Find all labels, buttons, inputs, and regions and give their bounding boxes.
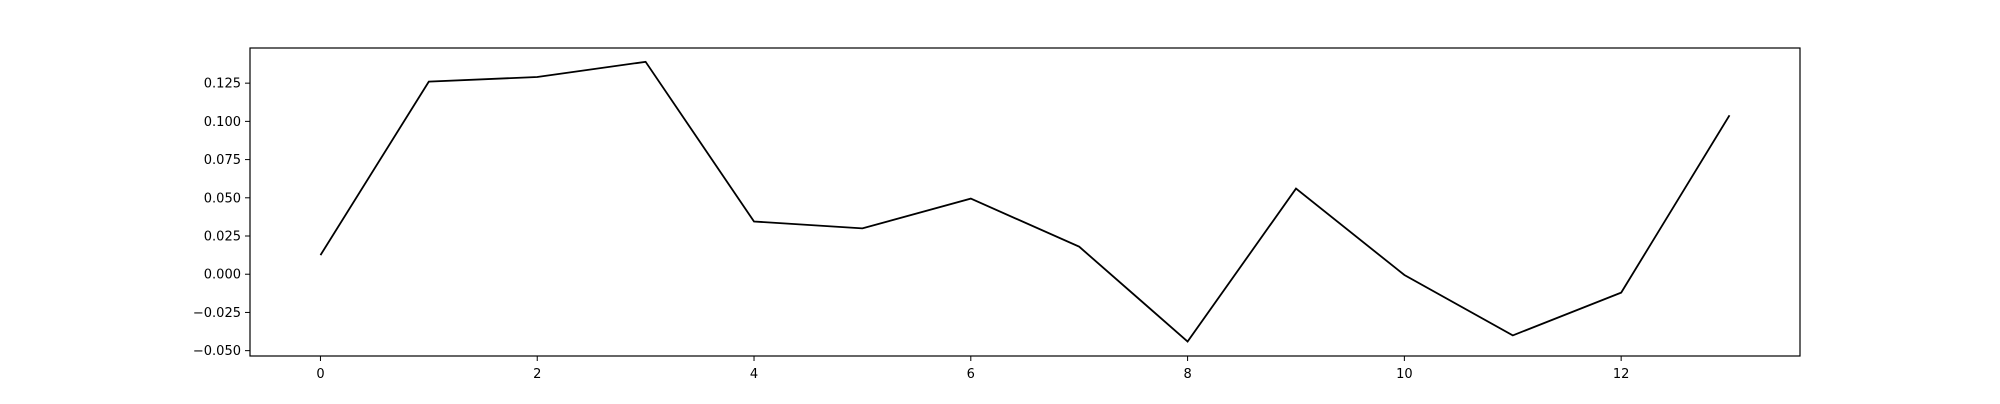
plot-area <box>250 48 1800 356</box>
y-tick-label: 0.125 <box>204 77 241 92</box>
x-tick-label: 12 <box>1613 367 1630 382</box>
series-line <box>319 60 1731 343</box>
y-tick-label: 0.100 <box>204 115 241 130</box>
y-tick-label: 0.025 <box>204 230 241 245</box>
y-tick-label: 0.050 <box>204 191 241 206</box>
y-tick-label: 0.075 <box>204 153 241 168</box>
x-tick-label: 0 <box>316 367 324 382</box>
y-tick-label: −0.025 <box>193 306 241 321</box>
y-tick-label: 0.000 <box>204 268 241 283</box>
series-layer <box>319 60 1731 343</box>
plot-frame <box>249 47 1801 357</box>
y-tick-label: −0.050 <box>193 344 241 359</box>
x-tick-label: 8 <box>1183 367 1191 382</box>
x-axis: 0 2 4 6 8 10 12 <box>316 356 1629 382</box>
x-tick-label: 2 <box>533 367 541 382</box>
x-tick-label: 6 <box>967 367 975 382</box>
x-tick-label: 10 <box>1396 367 1413 382</box>
x-tick-label: 4 <box>750 367 758 382</box>
y-axis: −0.050 −0.025 0.000 0.025 0.050 0.075 0.100 0.1… <box>193 77 250 359</box>
